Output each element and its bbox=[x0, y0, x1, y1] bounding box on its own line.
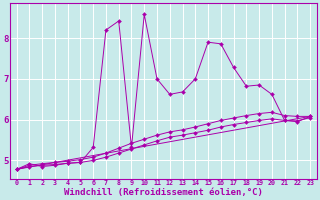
X-axis label: Windchill (Refroidissement éolien,°C): Windchill (Refroidissement éolien,°C) bbox=[64, 188, 263, 197]
